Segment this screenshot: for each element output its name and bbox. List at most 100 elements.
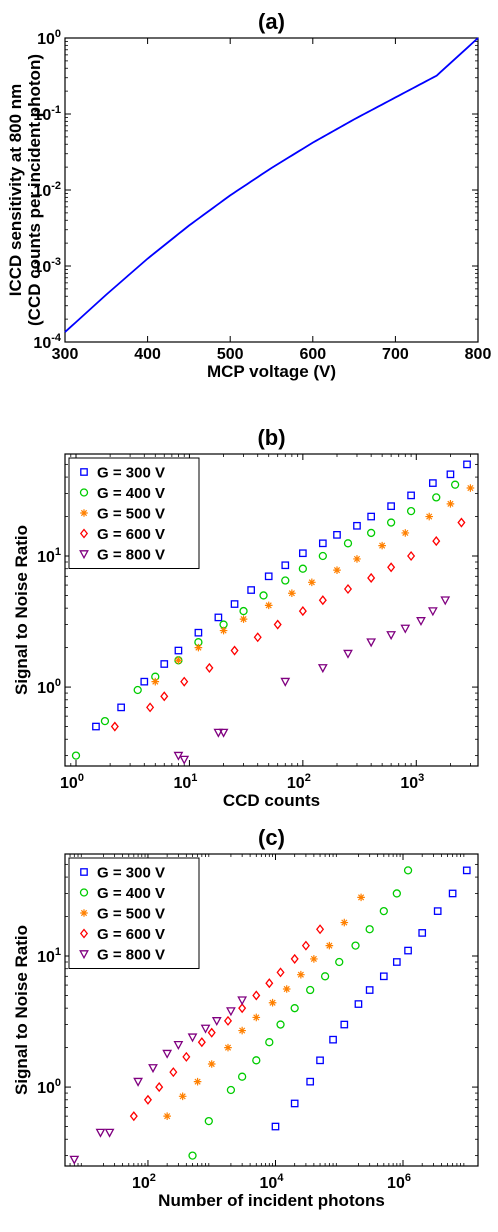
data-point — [160, 660, 169, 668]
data-point — [174, 646, 183, 655]
data-point — [92, 722, 100, 731]
data-point — [247, 586, 255, 594]
data-point — [140, 677, 149, 686]
series-400v — [71, 480, 460, 760]
data-point — [237, 1072, 247, 1081]
y-axis-label: Signal to Noise Ratio — [12, 525, 31, 695]
data-point — [211, 1017, 222, 1027]
data-point — [169, 1067, 178, 1078]
data-point — [306, 1077, 315, 1086]
data-point — [317, 664, 328, 674]
y-axis-label-line: (CCD counts per incident photon) — [25, 54, 44, 326]
data-point — [133, 685, 142, 695]
legend-marker — [80, 468, 88, 476]
data-point — [230, 600, 239, 608]
data-point — [214, 613, 223, 622]
data-point — [463, 460, 471, 469]
data-point — [207, 1060, 216, 1068]
legend-entry: G = 800 V — [97, 547, 165, 564]
legend: G = 300 V G = 400 V G = 500 V G = 600 V G = … — [68, 457, 200, 569]
data-point — [282, 985, 291, 993]
legend-marker — [80, 909, 88, 917]
data-point — [450, 480, 460, 489]
y-tick-label: 10-3 — [33, 256, 61, 276]
x-tick-label: 102 — [287, 772, 311, 792]
data-point — [133, 1077, 143, 1087]
data-point — [163, 1112, 171, 1120]
data-point — [353, 521, 361, 530]
chart-title: (b) — [257, 425, 285, 450]
data-point — [466, 484, 475, 492]
y-tick-label: 10-4 — [33, 332, 61, 352]
series-800v — [173, 596, 451, 765]
data-point — [401, 529, 410, 537]
series-300v — [271, 866, 471, 1131]
legend-marker — [79, 928, 89, 939]
x-tick-label: 300 — [52, 346, 79, 363]
data-point — [353, 555, 361, 563]
data-point — [194, 628, 203, 637]
x-tick-label: 100 — [60, 772, 84, 792]
legend-entry: G = 300 V — [97, 865, 165, 882]
data-point — [129, 1111, 138, 1122]
data-point — [378, 541, 386, 550]
legend-box — [68, 457, 200, 569]
data-point — [367, 572, 376, 583]
data-point — [366, 638, 377, 648]
legend-box — [68, 857, 200, 969]
data-point — [151, 677, 160, 686]
data-point — [407, 550, 416, 562]
data-point — [188, 1151, 197, 1160]
data-point — [340, 1020, 349, 1029]
data-point — [387, 562, 396, 573]
data-point — [333, 530, 341, 539]
data-point — [429, 479, 437, 487]
legend-marker — [79, 550, 89, 560]
data-point — [265, 978, 274, 989]
data-point — [329, 1035, 337, 1044]
data-point — [226, 1085, 236, 1095]
data-point — [69, 1155, 80, 1165]
data-point — [71, 751, 81, 760]
data-point — [340, 918, 349, 927]
series-500v — [163, 893, 365, 1120]
data-point — [173, 1040, 184, 1051]
legend-entry: G = 800 V — [97, 947, 165, 964]
data-point — [297, 970, 305, 979]
data-point — [318, 595, 327, 606]
data-point — [174, 656, 183, 665]
data-point — [404, 946, 412, 955]
data-point — [271, 1122, 280, 1131]
data-point — [143, 1094, 152, 1105]
data-point — [193, 1077, 202, 1086]
legend-marker — [79, 950, 89, 960]
data-point — [155, 1082, 164, 1093]
data-point — [187, 1033, 198, 1043]
data-point — [194, 643, 203, 652]
data-point — [237, 996, 248, 1006]
data-point — [432, 493, 441, 502]
plot-frame — [64, 37, 479, 343]
data-point — [425, 512, 434, 521]
y-tick-label: 10-2 — [33, 180, 61, 200]
data-point — [427, 607, 438, 617]
y-axis-label: Signal to Noise Ratio — [12, 925, 31, 1095]
data-point — [239, 615, 248, 623]
series-line — [64, 37, 479, 333]
data-point — [379, 972, 388, 981]
data-point — [204, 1116, 213, 1126]
data-point — [288, 589, 296, 598]
legend-marker — [80, 868, 88, 876]
data-point — [205, 662, 214, 673]
y-tick-label: 101 — [37, 946, 61, 966]
x-tick-label: 106 — [387, 1172, 411, 1192]
data-point — [343, 649, 353, 659]
data-point — [276, 967, 285, 978]
data-point — [238, 1026, 246, 1035]
x-tick-label: 800 — [465, 346, 492, 363]
data-point — [448, 889, 457, 898]
data-point — [268, 998, 277, 1007]
data-point — [366, 528, 376, 538]
data-point — [299, 549, 307, 558]
